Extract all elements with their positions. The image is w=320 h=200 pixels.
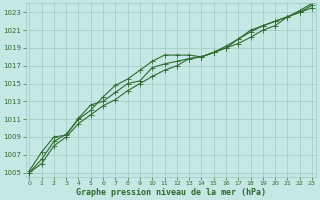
X-axis label: Graphe pression niveau de la mer (hPa): Graphe pression niveau de la mer (hPa) — [76, 188, 266, 197]
